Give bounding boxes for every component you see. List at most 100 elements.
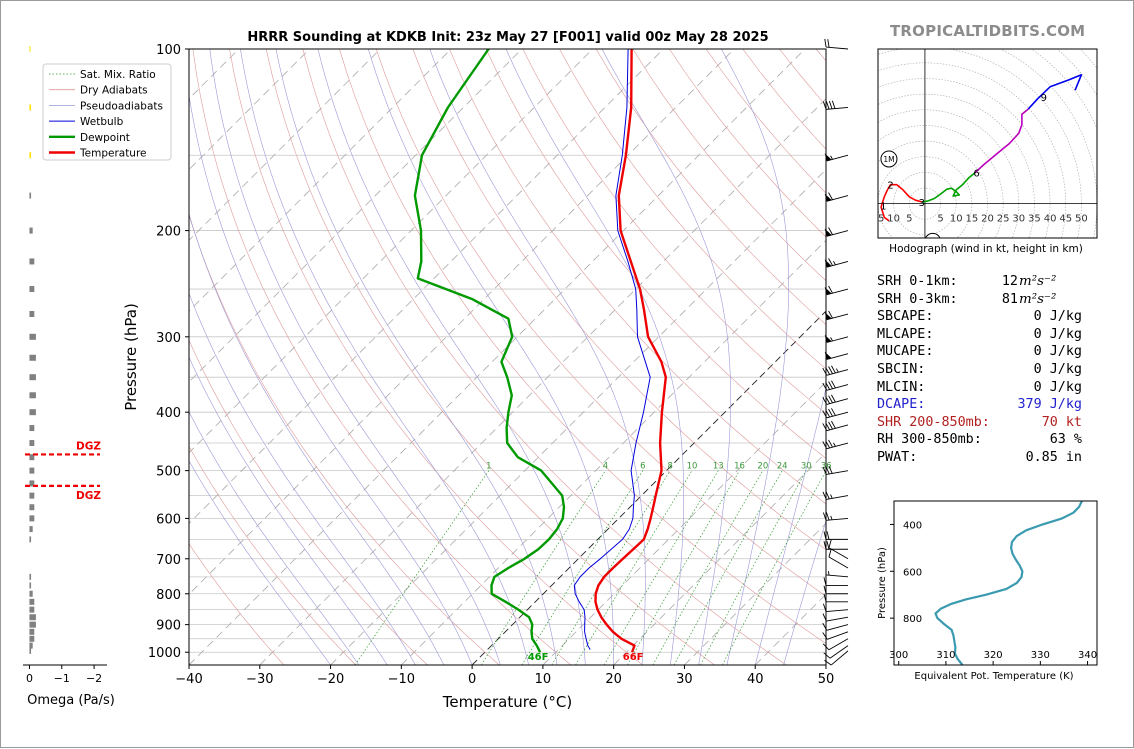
parameter-label: RH 300-850mb: (877, 431, 982, 449)
mixing-ratio-line (653, 471, 763, 665)
wetbulb-trace (574, 49, 650, 650)
wind-barb (824, 651, 848, 665)
omega-bar (29, 582, 31, 588)
mixing-ratio-line (701, 471, 807, 665)
barb-staff (827, 385, 848, 391)
omega-bar (29, 104, 31, 110)
mixing-ratio-label: 4 (603, 462, 608, 472)
omega-tick-label: −1 (54, 672, 70, 685)
hodograph-tick-label: 35 (1028, 214, 1041, 225)
pseudoadiabat (138, 49, 416, 665)
omega-bar (29, 334, 35, 340)
barb-full (829, 549, 831, 557)
barb-staff (827, 289, 848, 295)
wind-barb (824, 586, 848, 594)
wind-barb (825, 311, 848, 320)
barb-full (824, 653, 830, 658)
parameter-row: MLCAPE:0 J/kg (877, 326, 1082, 344)
barb-full (829, 382, 833, 389)
hodograph-trace (922, 173, 975, 202)
theta-e-x-axis-label: Equivalent Pot. Temperature (K) (914, 671, 1073, 682)
x-tick-label: 30 (676, 672, 693, 687)
barb-full (827, 531, 829, 539)
hodograph-trace (1028, 75, 1081, 109)
barb-full (832, 101, 835, 109)
omega-bar (29, 374, 35, 380)
omega-bar (29, 607, 34, 613)
wind-barb (824, 531, 848, 539)
barb-full (828, 39, 829, 47)
wind-barb (824, 577, 848, 585)
mixing-ratio-line (481, 471, 605, 665)
isotherm (189, 49, 805, 665)
barb-full (829, 440, 833, 447)
barb-staff (829, 557, 848, 568)
wind-barb (825, 193, 848, 202)
wind-barb (824, 541, 848, 549)
barb-full (831, 395, 835, 402)
parameter-label: SHR 200-850mb: (877, 414, 990, 432)
parameter-label: MLCAPE: (877, 326, 933, 344)
pseudoadiabat (755, 49, 861, 665)
omega-bar (29, 228, 32, 234)
x-tick-label: −40 (175, 672, 202, 687)
omega-bar (29, 504, 34, 510)
barb-full (831, 366, 835, 373)
barb-full (829, 367, 833, 374)
theta-e-y-tick-label: 600 (903, 567, 922, 578)
theta-e-x-tick-label: 330 (1031, 650, 1050, 661)
wind-barb (823, 381, 848, 391)
parameter-row: MLCIN:0 J/kg (877, 379, 1082, 397)
pseudoadiabat (240, 49, 528, 665)
omega-bar (29, 311, 34, 317)
wind-barb (823, 614, 848, 622)
hodograph-tick-label: 45 (1059, 214, 1072, 225)
barb-staff (826, 47, 848, 49)
y-tick-label: 100 (156, 43, 181, 58)
omega-bar (29, 526, 32, 532)
wind-barb (823, 604, 848, 612)
wind-barb (825, 258, 848, 267)
hodograph-height-label: 6 (973, 169, 979, 180)
mixing-ratio-label: 30 (801, 462, 812, 472)
barb-staff (827, 354, 848, 360)
wind-barb (823, 512, 848, 520)
hodograph-tick-label: 50 (1075, 214, 1088, 225)
surface-temperature-label: 66F (623, 652, 644, 663)
mixing-ratio-label: 13 (713, 462, 724, 472)
mixing-ratio-line (674, 471, 782, 665)
mixing-ratio-label: 20 (757, 462, 768, 472)
barb-full (831, 408, 835, 415)
wind-barb (825, 286, 848, 295)
omega-bar (29, 643, 32, 649)
dry-adiabat (266, 49, 714, 665)
wind-barb (823, 632, 848, 640)
theta-e-x-tick-label: 300 (889, 650, 908, 661)
chart-title: HRRR Sounding at KDKB Init: 23z May 27 [… (247, 30, 768, 45)
legend-label: Dewpoint (80, 132, 130, 144)
pseudoadiabat (602, 49, 731, 665)
wind-barb (823, 395, 848, 405)
theta-e-x-tick-label: 320 (984, 650, 1003, 661)
barb-half (828, 571, 829, 575)
omega-bar (29, 46, 30, 52)
parameter-value: 70 kt (1042, 414, 1082, 432)
barb-staff (826, 496, 848, 500)
theta-e-y-axis-label: Pressure (hPa) (877, 547, 888, 619)
parameter-value: 0 J/kg (1034, 361, 1082, 379)
barb-full (829, 101, 832, 109)
omega-axis-label: Omega (Pa/s) (27, 693, 115, 708)
theta-e-plot-area (936, 501, 1082, 665)
wind-barb (825, 352, 848, 360)
legend-label: Wetbulb (80, 116, 124, 128)
barb-half (833, 261, 835, 265)
theta-e-y-tick-label: 800 (903, 614, 922, 625)
parameter-value: 63 % (1050, 431, 1082, 449)
y-tick-label: 300 (156, 331, 181, 346)
parameter-label: SRH 0-1km: (877, 273, 958, 291)
theta-e-x-tick-label: 340 (1078, 650, 1097, 661)
parameter-label: SBCAPE: (877, 308, 933, 326)
